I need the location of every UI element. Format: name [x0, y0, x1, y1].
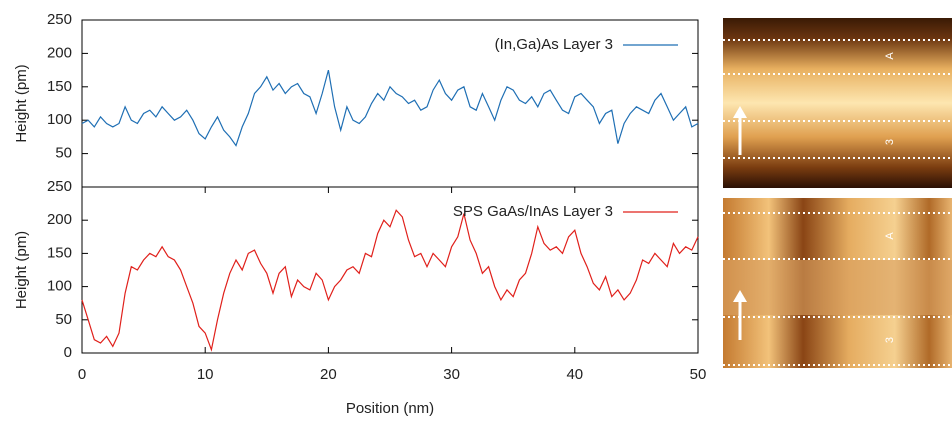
stm-image-top: A 3 — [723, 18, 952, 188]
y-tick-label: 150 — [47, 78, 72, 95]
y-axis-label: Height (pm) — [13, 64, 30, 142]
series-line — [81, 69, 699, 147]
x-tick-label: 20 — [320, 366, 337, 383]
x-tick-label: 0 — [78, 366, 86, 383]
image-label: A — [884, 52, 896, 60]
image-label: 3 — [884, 337, 896, 343]
arrow-head — [733, 290, 747, 302]
y-axis-label: Height (pm) — [13, 231, 30, 309]
x-tick-label: 40 — [566, 366, 583, 383]
x-tick-label: 10 — [197, 366, 214, 383]
image-label: A — [884, 232, 896, 240]
arrow-head — [733, 106, 747, 118]
y-tick-label: 0 — [64, 344, 72, 361]
x-axis-label: Position (nm) — [346, 400, 434, 417]
y-tick-label: 200 — [47, 44, 72, 61]
stm-image-bottom: A 3 — [723, 198, 952, 368]
image-label: 3 — [884, 139, 896, 145]
y-tick-label: 250 — [47, 11, 72, 28]
series-line — [81, 209, 699, 352]
y-tick-label: 100 — [47, 278, 72, 295]
x-tick-label: 50 — [690, 366, 707, 383]
y-tick-label: 50 — [55, 311, 72, 328]
image-band — [723, 260, 952, 315]
y-tick-label: 100 — [47, 111, 72, 128]
y-tick-label: 50 — [55, 145, 72, 162]
image — [723, 18, 952, 188]
x-tick-label: 30 — [443, 366, 460, 383]
y-tick-label: 250 — [47, 178, 72, 195]
legend-label: SPS GaAs/InAs Layer 3 — [453, 203, 613, 220]
legend-label: (In,Ga)As Layer 3 — [495, 36, 613, 53]
y-tick-label: 150 — [47, 244, 72, 261]
plot-frame — [81, 186, 699, 354]
y-tick-label: 200 — [47, 211, 72, 228]
